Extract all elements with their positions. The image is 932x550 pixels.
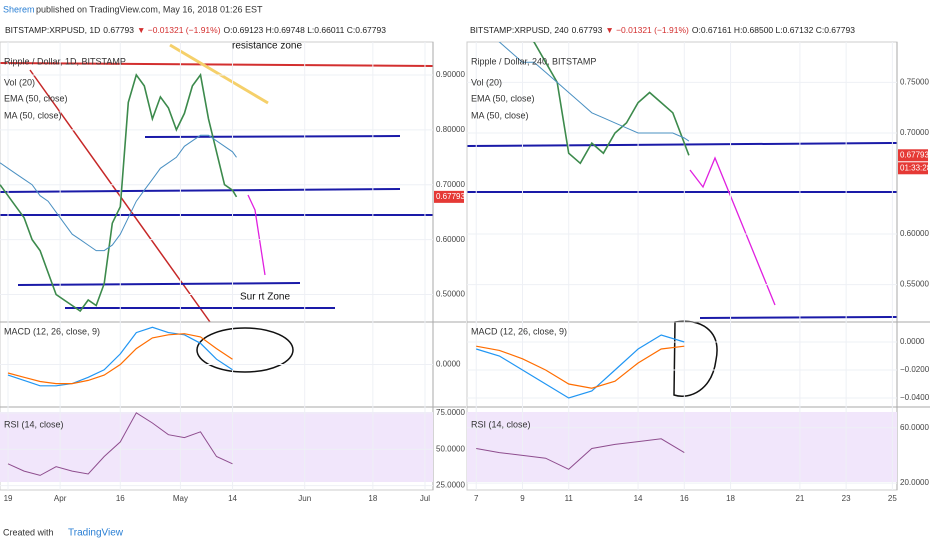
y-tick-label: 0.60000 xyxy=(436,235,465,244)
legend-entry: Ripple / Dollar, 1D, BITSTAMP xyxy=(4,56,126,66)
annotation: resistance zone xyxy=(232,41,302,52)
header-ohlc: O:0.67161 H:0.68500 L:0.67132 C:0.67793 xyxy=(692,25,855,35)
macd-pane xyxy=(476,334,685,399)
x-tick-label: 9 xyxy=(520,494,525,503)
series-line xyxy=(532,42,690,165)
x-tick-label: 14 xyxy=(228,494,237,503)
x-tick-label: 21 xyxy=(795,494,804,503)
rsi-pane xyxy=(7,412,233,476)
y-tick-label: 50.0000 xyxy=(436,444,465,453)
x-tick-label: 11 xyxy=(565,494,574,503)
series-line xyxy=(476,345,685,389)
x-tick-label: Jun xyxy=(298,494,311,503)
x-tick-label: Apr xyxy=(54,494,67,503)
y-tick-label: 0.70000 xyxy=(900,128,929,137)
series-line xyxy=(476,438,685,470)
header-change: ▼ −0.01321 (−1.91%) xyxy=(605,25,689,35)
footer-brand: TradingView xyxy=(68,528,124,539)
rsi-band xyxy=(0,412,433,482)
x-tick-label: 14 xyxy=(634,494,643,503)
drawings xyxy=(0,43,898,397)
header-title: BITSTAMP:XRPUSD, 1D xyxy=(5,25,100,35)
pane-title: MACD (12, 26, close, 9) xyxy=(471,326,567,336)
header-last: 0.67793 xyxy=(572,25,603,35)
footer-created: Created with xyxy=(3,527,54,537)
published: published on TradingView.com, May 16, 20… xyxy=(36,4,263,14)
price-label-bg xyxy=(434,190,464,203)
series-line xyxy=(0,72,238,313)
y-tick-label: 60.0000 xyxy=(900,423,929,432)
x-tick-label: 18 xyxy=(368,494,377,503)
pane-title: MACD (12, 26, close, 9) xyxy=(4,326,100,336)
legend-entry: EMA (50, close) xyxy=(471,93,535,103)
main-pane xyxy=(0,72,238,313)
price-label: 0.67793 xyxy=(900,150,929,159)
y-tick-label: −0.0200 xyxy=(900,365,930,374)
y-tick-label: 0.80000 xyxy=(436,125,465,134)
x-tick-label: 18 xyxy=(726,494,735,503)
y-tick-label: 20.0000 xyxy=(900,478,929,487)
y-tick-label: 0.55000 xyxy=(900,280,929,289)
price-label-bg xyxy=(898,149,928,162)
legend-entry: Vol (20) xyxy=(471,77,502,87)
annotation: Sur rt Zone xyxy=(240,292,290,303)
pane-title: RSI (14, close) xyxy=(471,419,531,429)
y-tick-label: 0.75000 xyxy=(900,78,929,87)
rsi-pane xyxy=(476,438,685,470)
series-line xyxy=(498,42,690,142)
symbol-header: BITSTAMP:XRPUSD, 1D 0.67793 ▼ −0.01321 (−1… xyxy=(5,25,386,35)
legend-entry: Vol (20) xyxy=(4,77,35,87)
timer-bg xyxy=(898,162,928,175)
timer: 01:33:28 xyxy=(900,163,932,172)
x-tick-label: 23 xyxy=(842,494,851,503)
y-tick-label: 0.0000 xyxy=(900,337,925,346)
series-line xyxy=(7,333,233,385)
header-last: 0.67793 xyxy=(103,25,134,35)
series-line xyxy=(0,134,237,252)
y-tick-label: 25.0000 xyxy=(436,481,465,490)
y-tick-label: −0.0400 xyxy=(900,393,930,402)
rsi-band xyxy=(467,412,897,482)
price-label: 0.67793 xyxy=(436,192,465,201)
series-line xyxy=(7,326,233,387)
series-line xyxy=(476,334,685,399)
legend-entry: EMA (50, close) xyxy=(4,93,68,103)
header-ohlc: O:0.69123 H:0.69748 L:0.66011 C:0.67793 xyxy=(224,25,387,35)
macd-pane xyxy=(7,326,233,387)
publisher: Sherem xyxy=(3,4,35,14)
y-tick-label: 0.50000 xyxy=(436,290,465,299)
x-tick-label: 19 xyxy=(4,494,13,503)
y-tick-label: 0.70000 xyxy=(436,180,465,189)
x-tick-label: 25 xyxy=(888,494,897,503)
y-tick-label: 0.90000 xyxy=(436,70,465,79)
x-tick-label: Jul xyxy=(420,494,430,503)
legend-entry: Ripple / Dollar, 240, BITSTAMP xyxy=(471,56,596,66)
legend-entry: MA (50, close) xyxy=(4,110,62,120)
pane-title: RSI (14, close) xyxy=(4,419,64,429)
y-tick-label: 75.0000 xyxy=(436,408,465,417)
legend-entry: MA (50, close) xyxy=(471,110,529,120)
x-tick-label: 7 xyxy=(474,494,479,503)
main-pane xyxy=(498,42,690,165)
header-change: ▼ −0.01321 (−1.91%) xyxy=(137,25,221,35)
x-tick-label: 16 xyxy=(116,494,125,503)
header-title: BITSTAMP:XRPUSD, 240 xyxy=(470,25,569,35)
x-tick-label: 16 xyxy=(680,494,689,503)
y-tick-label: 0.60000 xyxy=(900,229,929,238)
x-tick-label: May xyxy=(173,494,188,503)
symbol-header: BITSTAMP:XRPUSD, 240 0.67793 ▼ −0.01321 (−… xyxy=(470,25,855,35)
series-line xyxy=(7,412,233,476)
y-tick-label: 0.0000 xyxy=(436,360,461,369)
